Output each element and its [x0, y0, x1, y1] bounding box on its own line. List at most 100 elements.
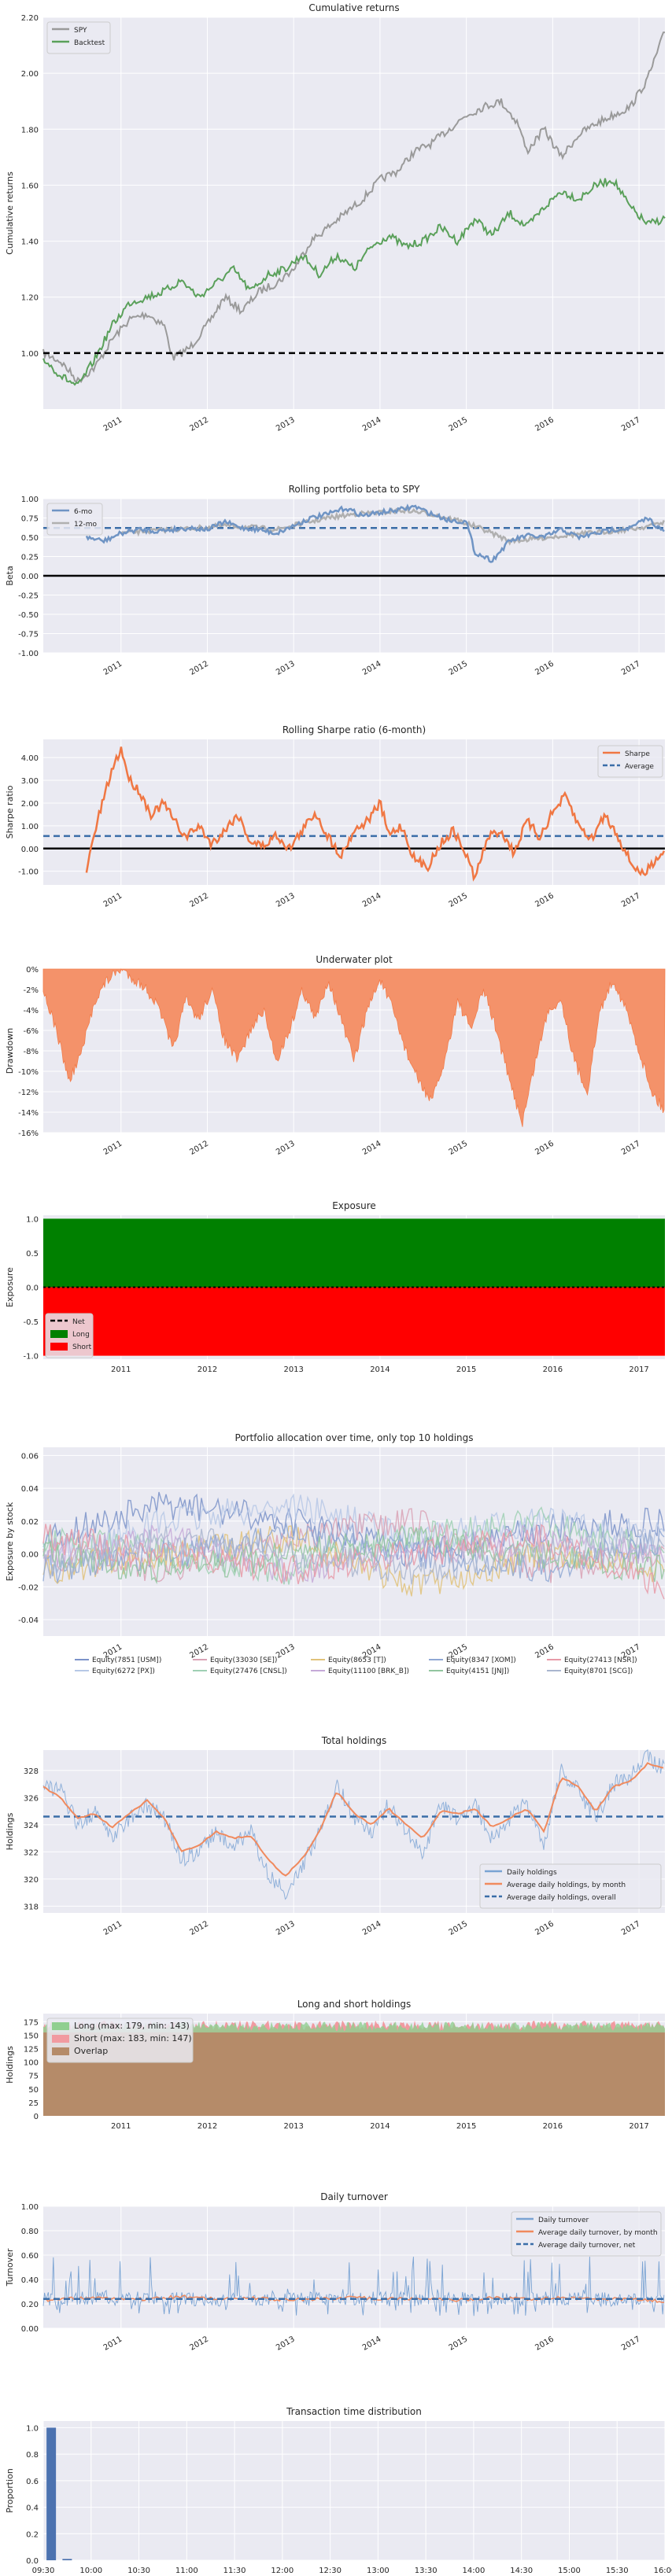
chart-panel-4: 0% -2% -4% -6% -8% -10% -12% -14% -16% 2011 2012 20… — [5, 954, 666, 1157]
x-tick-label: 2014 — [361, 892, 383, 909]
y-tick-label: -0.02 — [18, 1583, 39, 1592]
legend-label: Average daily turnover, net — [538, 2242, 636, 2250]
series-line-6-mo — [85, 503, 665, 563]
y-tick-label: -2% — [24, 986, 39, 995]
x-tick-label: 2012 — [198, 1365, 217, 1374]
monthly-holdings-line — [42, 1762, 664, 1877]
legend-label: Average daily turnover, by month — [538, 2229, 658, 2237]
y-tick-label: 0.00 — [21, 573, 39, 581]
plot-area — [43, 739, 665, 885]
y-tick-label: -0.75 — [18, 631, 39, 639]
legend — [46, 2018, 194, 2063]
legend-label: Daily turnover — [538, 2217, 589, 2224]
y-axis-label: Cumulative returns — [5, 171, 15, 255]
legend — [511, 2211, 662, 2257]
y-axis-label: Sharpe ratio — [5, 785, 15, 838]
y-axis-label: Exposure — [5, 1267, 15, 1307]
y-axis-label: Holdings — [5, 2046, 15, 2084]
chart-panel-8: 0 25 50 75 100 125 150 175 2011 2012 2013 2014 2015 2… — [5, 1999, 665, 2131]
y-tick-label: 1.00 — [21, 2203, 39, 2212]
legend-label: Long (max: 179, min: 143) — [74, 2021, 190, 2031]
y-tick-label: 1.00 — [21, 496, 39, 504]
legend-label: Equity(7851 [USM]) — [92, 1657, 161, 1664]
daily-holdings-line — [42, 1749, 665, 1900]
y-tick-label: 1.00 — [21, 823, 39, 831]
legend-swatch — [52, 2022, 69, 2030]
x-tick-label: 2016 — [534, 892, 556, 909]
x-tick-label: 2011 — [111, 2122, 131, 2131]
x-tick-label: 15:00 — [558, 2567, 581, 2575]
legend-label: Backtest — [74, 39, 105, 47]
x-tick-label: 2013 — [275, 2335, 297, 2353]
y-tick-label: -1.00 — [18, 650, 39, 658]
y-tick-label: 0.80 — [21, 2228, 39, 2236]
drawdown-area — [42, 968, 666, 1127]
chart-panel-7: 318 320 322 324 326 328 2011 2012 2013 2014 2015 20… — [5, 1735, 665, 1937]
x-tick-label: 10:30 — [127, 2567, 150, 2575]
chart-title: Long and short holdings — [297, 1999, 412, 2010]
x-tick-label: 2017 — [629, 2122, 648, 2131]
x-tick-label: 14:00 — [463, 2567, 486, 2575]
y-axis-label: Holdings — [5, 1812, 15, 1850]
legend-label: Overlap — [74, 2046, 108, 2056]
legend-label: Equity(11100 [BRK_B]) — [328, 1668, 409, 1675]
legend — [479, 1863, 662, 1909]
y-tick-label: -12% — [18, 1089, 39, 1097]
x-tick-label: 2011 — [102, 892, 124, 909]
allocation-line — [42, 1493, 665, 1566]
y-tick-label: 1.20 — [21, 294, 39, 303]
y-tick-label: 25 — [28, 2099, 39, 2108]
y-tick-label: 0.2 — [26, 2530, 39, 2539]
x-tick-label: 2013 — [275, 892, 297, 909]
x-tick-label: 2016 — [534, 416, 556, 433]
plot-area — [43, 17, 665, 409]
y-tick-label: 0% — [26, 966, 39, 975]
y-tick-label: 1.40 — [21, 238, 39, 247]
legend-label: Equity(6272 [PX]) — [92, 1668, 155, 1675]
x-tick-label: 2015 — [456, 1365, 476, 1374]
x-tick-label: 2014 — [361, 1920, 383, 1937]
allocation-line — [42, 1522, 665, 1583]
legend-label: 12-mo — [74, 521, 97, 529]
y-tick-label: 0.00 — [21, 846, 39, 854]
x-tick-label: 2011 — [102, 2335, 124, 2353]
x-tick-label: 2013 — [283, 1365, 303, 1374]
y-tick-label: 175 — [24, 2018, 39, 2027]
y-tick-label: 322 — [24, 1848, 39, 1857]
y-tick-label: -0.50 — [18, 611, 39, 620]
x-tick-label: 2017 — [620, 416, 642, 433]
legend-label: Short — [72, 1343, 92, 1351]
chart-title: Rolling portfolio beta to SPY — [289, 484, 420, 495]
x-tick-label: 2012 — [198, 2122, 217, 2131]
legend-label: Short (max: 183, min: 147) — [74, 2033, 192, 2043]
legend-swatch — [52, 2047, 69, 2055]
x-tick-label: 2017 — [629, 1365, 648, 1374]
legend-label: Sharpe — [625, 750, 650, 758]
y-tick-label: -1.0 — [23, 1353, 39, 1362]
y-tick-label: 0.0 — [26, 2557, 39, 2566]
x-tick-label: 2014 — [361, 416, 383, 433]
chart-panel-1: 1.00 1.20 1.40 1.60 1.80 2.00 2.20 2011 2012 2013… — [5, 2, 666, 433]
y-tick-label: -4% — [24, 1007, 39, 1015]
x-tick-label: 2015 — [448, 1140, 470, 1157]
x-tick-label: 11:30 — [223, 2567, 246, 2575]
x-tick-label: 2014 — [370, 2122, 390, 2131]
x-tick-label: 2017 — [620, 1920, 642, 1937]
chart-panel-5: -1.0 -0.5 0.0 0.5 1.0 2011 2012 2013 2014 2015 201… — [5, 1200, 665, 1374]
x-tick-label: 15:30 — [606, 2567, 629, 2575]
y-tick-label: 328 — [24, 1767, 39, 1776]
x-tick-label: 2016 — [534, 2335, 556, 2353]
chart-panel-10: 0.0 0.2 0.4 0.6 0.8 1.0 Transaction time distr… — [5, 2406, 672, 2575]
y-tick-label: 0.8 — [26, 2451, 39, 2460]
y-tick-label: 1.0 — [26, 2424, 39, 2433]
x-tick-label: 2017 — [620, 660, 642, 677]
y-tick-label: 0.5 — [26, 1250, 39, 1259]
y-tick-label: 0.75 — [21, 515, 39, 524]
y-axis-label: Turnover — [5, 2248, 15, 2287]
legend-label: Equity(27413 [NSR]) — [564, 1657, 637, 1664]
x-tick-label: 2015 — [448, 416, 470, 433]
x-tick-label: 11:00 — [175, 2567, 198, 2575]
x-tick-label: 2016 — [534, 1140, 556, 1157]
